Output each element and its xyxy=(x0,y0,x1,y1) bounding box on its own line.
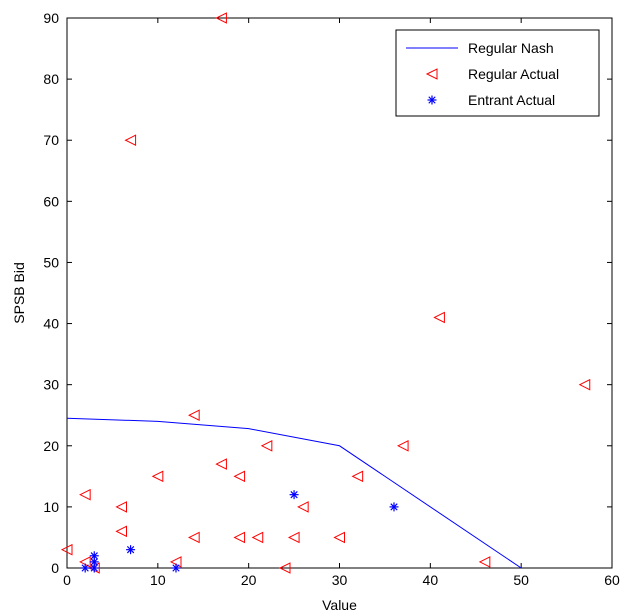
entrant-actual-point xyxy=(289,490,299,500)
y-axis: 0 10 20 30 40 50 60 70 80 90 xyxy=(43,10,612,576)
regular-actual-point xyxy=(433,311,445,324)
y-axis-title: SPSB Bid xyxy=(11,262,27,323)
regular-actual-point xyxy=(297,501,309,513)
legend-label-entrant-actual: Entrant Actual xyxy=(468,92,555,108)
y-tick-label: 20 xyxy=(43,438,59,454)
regular-actual-point xyxy=(115,501,127,513)
x-tick-label: 60 xyxy=(604,572,620,588)
regular-actual-point xyxy=(79,488,91,501)
entrant-actual-point xyxy=(171,563,181,573)
x-tick-label: 20 xyxy=(241,572,257,588)
x-tick-label: 30 xyxy=(332,572,348,588)
regular-actual-point xyxy=(478,556,491,568)
legend: Regular Nash Regular Actual Entrant Actu… xyxy=(395,29,600,117)
legend-marker-regular-actual xyxy=(425,68,438,80)
entrant-actual-point xyxy=(89,563,99,573)
legend-label-regular-actual: Regular Actual xyxy=(468,66,559,82)
regular-actual-point xyxy=(60,543,73,556)
x-tick-label: 10 xyxy=(150,572,166,588)
y-tick-label: 90 xyxy=(43,10,59,26)
regular-actual-point xyxy=(351,470,364,483)
regular-actual-point xyxy=(333,531,345,544)
series-line-regular-nash xyxy=(66,417,522,569)
legend-marker-entrant-actual xyxy=(427,95,437,105)
x-axis-title: Value xyxy=(322,597,357,613)
regular-actual-point xyxy=(578,378,591,391)
y-tick-label: 30 xyxy=(43,377,59,393)
regular-actual-point xyxy=(233,531,246,544)
regular-actual-point xyxy=(278,562,291,574)
legend-label-regular-nash: Regular Nash xyxy=(468,40,554,56)
regular-actual-point xyxy=(151,470,164,483)
y-tick-label: 80 xyxy=(43,71,59,87)
regular-actual-point xyxy=(233,470,246,483)
regular-actual-point xyxy=(260,439,273,452)
x-axis: 0 10 20 30 40 50 60 xyxy=(63,18,620,588)
regular-actual-point xyxy=(188,531,200,544)
y-tick-label: 50 xyxy=(43,254,59,270)
regular-actual-point xyxy=(115,525,127,538)
series-layer xyxy=(60,12,591,574)
y-tick-label: 0 xyxy=(51,560,59,576)
x-tick-label: 40 xyxy=(423,572,439,588)
regular-actual-point xyxy=(188,409,200,422)
regular-actual-point xyxy=(396,439,409,452)
entrant-actual-point xyxy=(126,545,136,555)
regular-actual-point xyxy=(287,531,300,544)
y-tick-label: 40 xyxy=(43,316,59,332)
y-tick-label: 60 xyxy=(43,193,59,209)
entrant-actual-point xyxy=(80,563,90,573)
x-tick-label: 50 xyxy=(513,572,529,588)
y-tick-label: 10 xyxy=(43,499,59,515)
entrant-actual-point xyxy=(389,502,399,512)
regular-actual-point xyxy=(124,134,137,147)
x-tick-label: 0 xyxy=(63,572,71,588)
regular-actual-point xyxy=(215,12,227,24)
y-tick-label: 70 xyxy=(43,132,59,148)
regular-actual-point xyxy=(215,458,227,470)
regular-actual-point xyxy=(251,531,264,544)
